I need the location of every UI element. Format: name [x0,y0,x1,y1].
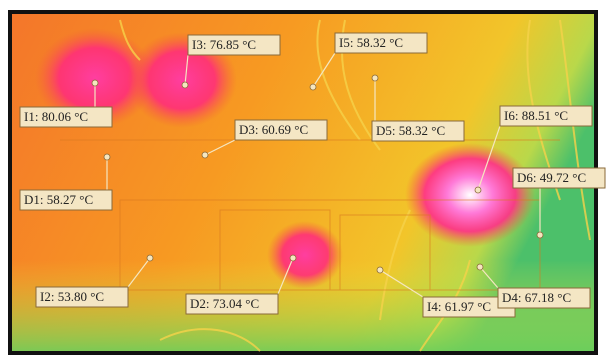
temperature-label: D2: 73.04 °C [186,294,278,314]
temperature-label: D5: 58.32 °C [372,121,464,141]
point-marker [537,232,543,238]
label-text: I2: 53.80 °C [40,289,104,304]
page: {"labels": [ {"text": "I1: 80.06 °C"}, {… [0,0,606,363]
temperature-label: I5: 58.32 °C [335,33,427,53]
label-text: D1: 58.27 °C [24,192,93,207]
label-text: I4: 61.97 °C [427,299,491,314]
temperature-label: I3: 76.85 °C [188,35,280,55]
label-text: D6: 49.72 °C [517,170,586,185]
temperature-label: D3: 60.69 °C [235,120,327,140]
point-marker [372,75,378,81]
point-marker [92,80,98,86]
point-marker [377,267,383,273]
point-marker [104,154,110,160]
point-marker [475,187,481,193]
label-text: D5: 58.32 °C [376,123,445,138]
point-marker [182,82,188,88]
point-marker [202,152,208,158]
temperature-label: D4: 67.18 °C [498,288,590,308]
thermal-image: I1: 80.06 °C I3: 76.85 °C I5: 58.32 °C D3: … [0,0,606,363]
point-marker [477,264,483,270]
temperature-label: I2: 53.80 °C [36,287,128,307]
label-text: I5: 58.32 °C [339,35,403,50]
temperature-label: D1: 58.27 °C [20,190,112,210]
point-marker [147,255,153,261]
label-text: I3: 76.85 °C [192,37,256,52]
label-text: D3: 60.69 °C [239,122,308,137]
label-text: I6: 88.51 °C [504,108,568,123]
temperature-label: D6: 49.72 °C [513,168,605,188]
label-text: I1: 80.06 °C [24,109,88,124]
label-text: D4: 67.18 °C [502,290,571,305]
label-text: D2: 73.04 °C [190,296,259,311]
point-marker [290,255,296,261]
temperature-label: I1: 80.06 °C [20,107,112,127]
point-marker [310,84,316,90]
temperature-label: I6: 88.51 °C [500,106,592,126]
